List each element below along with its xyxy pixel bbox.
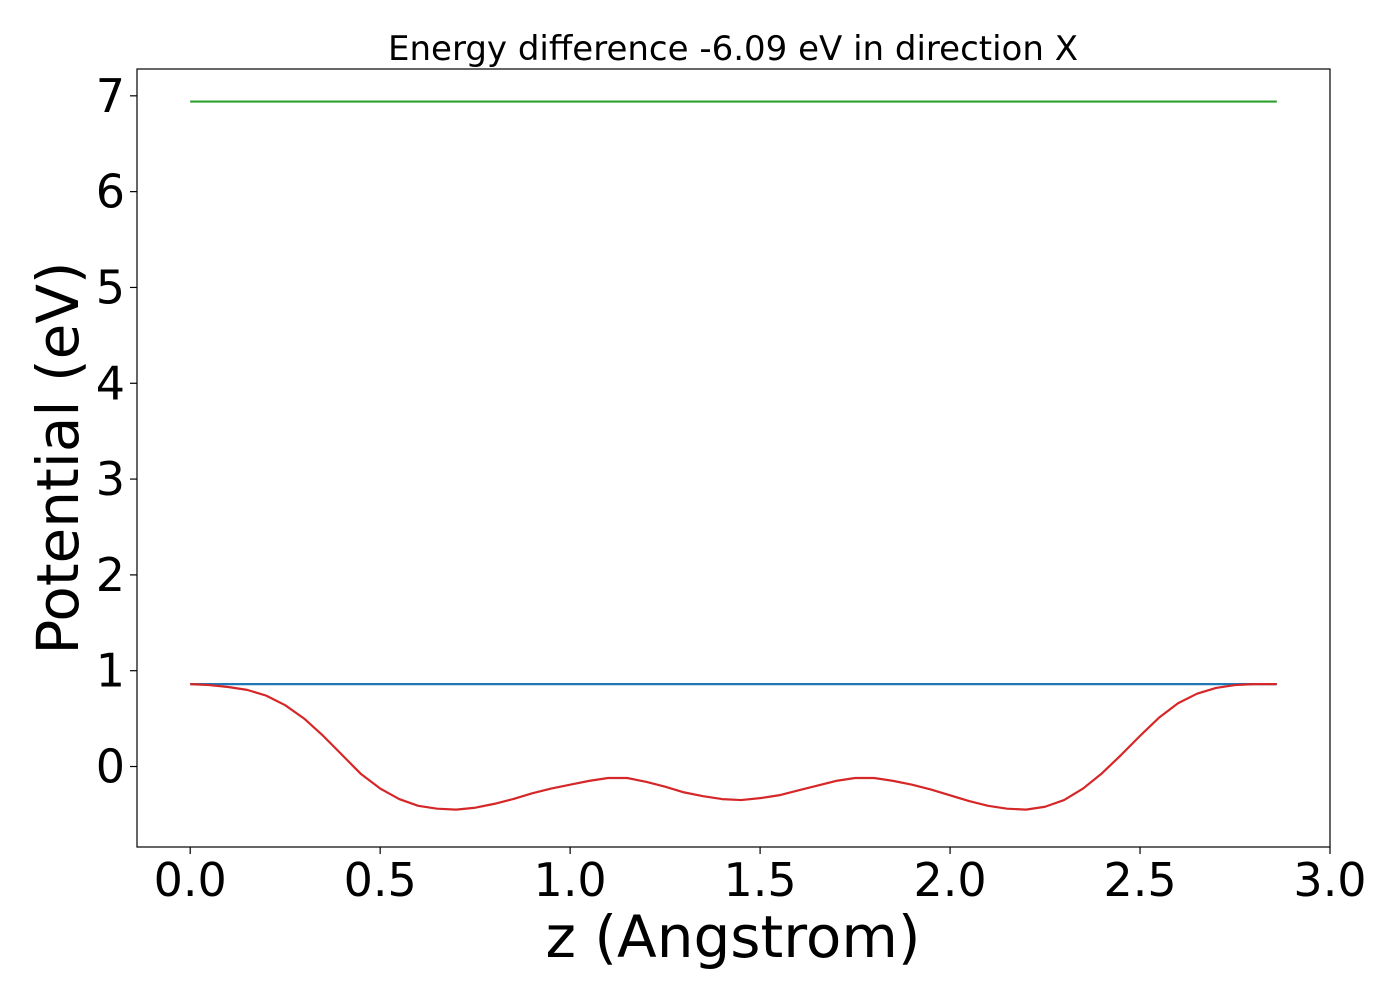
x-axis: 0.0 0.5 1.0 1.5 2.0 2.5 3.0: [154, 847, 1367, 907]
y-tick-label: 7: [96, 69, 125, 123]
series-line-3: [190, 683, 1277, 811]
y-tick-label: 1: [96, 644, 125, 698]
y-axis: 0 1 2 3 4 5 6 7: [96, 69, 137, 794]
plot-frame: [136, 68, 1331, 848]
series-layer: [190, 100, 1277, 811]
y-tick-label: 6: [96, 165, 125, 219]
x-tick-label: 0.0: [154, 853, 227, 907]
y-tick-label: 4: [96, 356, 125, 410]
x-tick-label: 0.5: [344, 853, 417, 907]
y-tick-label: 2: [96, 548, 125, 602]
y-tick-label: 0: [96, 740, 125, 794]
y-tick-label: 5: [96, 260, 125, 314]
x-tick-label: 1.5: [724, 853, 797, 907]
x-tick-label: 2.0: [913, 853, 986, 907]
x-axis-label: z (Angstrom): [546, 903, 921, 971]
x-tick-label: 3.0: [1293, 853, 1366, 907]
y-axis-label: Potential (eV): [24, 261, 92, 654]
y-tick-label: 3: [96, 452, 125, 506]
chart-title: Energy difference -6.09 eV in direction …: [388, 29, 1078, 69]
x-tick-label: 1.0: [534, 853, 607, 907]
x-tick-label: 2.5: [1103, 853, 1176, 907]
